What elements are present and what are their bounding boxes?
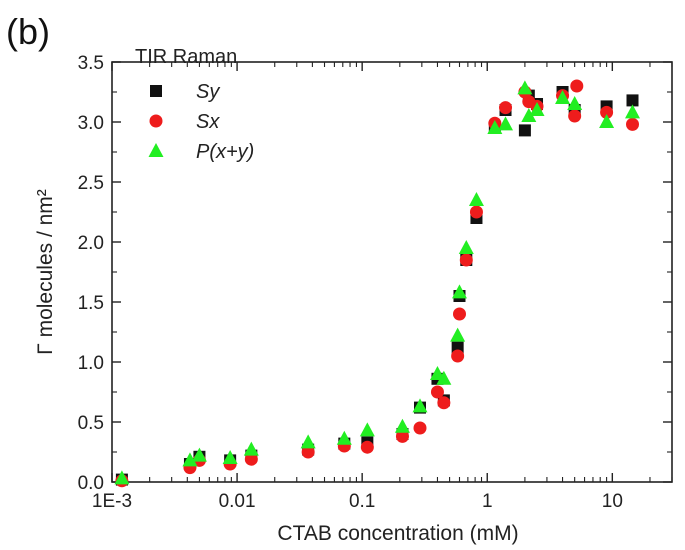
data-point-circle	[360, 440, 374, 454]
data-point-triangle	[394, 418, 410, 433]
legend-label: P(x+y)	[196, 141, 254, 163]
data-point-triangle	[555, 90, 571, 104]
data-point-circle	[437, 396, 451, 410]
data-point-triangle	[336, 430, 352, 445]
y-tick-label: 0.5	[78, 413, 104, 434]
data-point-triangle	[451, 284, 467, 299]
y-tick-label: 2.5	[78, 173, 104, 194]
data-point-circle	[244, 452, 258, 466]
data-point-triangle	[412, 398, 428, 413]
data-point-triangle	[114, 470, 130, 485]
data-point-triangle	[182, 452, 198, 467]
panel-label: (b)	[6, 11, 50, 52]
data-point-circle	[499, 101, 513, 115]
y-tick-label: 1.5	[78, 293, 104, 314]
series-square	[115, 86, 639, 486]
y-tick-label: 0.0	[78, 473, 104, 494]
data-point-square	[518, 124, 531, 137]
data-point-triangle	[450, 327, 466, 342]
legend-marker-square	[150, 85, 162, 97]
data-point-circle	[452, 307, 466, 321]
data-point-triangle	[300, 434, 316, 449]
legend: TIR Raman Sy Sx P(x+y)	[135, 46, 254, 163]
legend-label: Sy	[196, 81, 220, 103]
data-point-triangle	[222, 450, 238, 464]
series-circle	[115, 79, 640, 488]
data-point-triangle	[625, 104, 641, 119]
data-point-circle	[395, 429, 409, 443]
data-point-square	[626, 94, 639, 107]
legend-marker-circle	[149, 114, 163, 128]
y-tick-label: 3.5	[78, 53, 104, 74]
data-point-circle	[469, 205, 483, 219]
data-point-triangle	[517, 80, 533, 95]
data-point-circle	[301, 445, 315, 459]
data-point-circle	[430, 385, 444, 399]
data-point-triangle	[458, 240, 474, 254]
data-point-circle	[570, 79, 584, 93]
y-tick-label: 1.0	[78, 353, 104, 374]
data-point-circle	[600, 105, 614, 119]
x-tick-label: 0.01	[219, 491, 256, 512]
x-axis: 1E-3 0.01 0.1 1 10	[92, 62, 673, 512]
data-point-triangle	[468, 192, 484, 206]
legend-marker-triangle	[148, 143, 164, 157]
y-axis-title: Γ molecules / nm²	[34, 189, 57, 355]
data-point-circle	[626, 117, 640, 131]
data-point-triangle	[436, 370, 452, 385]
data-point-triangle	[521, 108, 537, 122]
x-tick-label: 1	[482, 491, 493, 512]
data-point-circle	[568, 109, 582, 123]
data-point-triangle	[243, 441, 259, 456]
data-point-triangle	[498, 116, 514, 131]
data-point-triangle	[359, 422, 375, 437]
data-points	[114, 79, 641, 488]
y-axis: 0.0 0.5 1.0 1.5 2.0 2.5 3.0 3.5	[78, 53, 672, 494]
data-point-triangle	[529, 102, 545, 116]
data-point-triangle	[191, 447, 207, 462]
data-point-triangle	[487, 120, 503, 134]
series-triangle	[114, 80, 641, 485]
data-point-triangle	[599, 114, 615, 128]
x-tick-label: 10	[602, 491, 623, 512]
y-tick-label: 3.0	[78, 113, 104, 134]
data-point-circle	[459, 253, 473, 267]
data-point-circle	[451, 349, 465, 363]
data-point-triangle	[567, 96, 583, 110]
x-axis-title: CTAB concentration (mM)	[277, 522, 518, 545]
x-tick-label: 1E-3	[92, 491, 132, 512]
x-tick-label: 0.1	[349, 491, 375, 512]
legend-label: Sx	[196, 111, 220, 133]
data-point-circle	[413, 421, 427, 435]
y-tick-label: 2.0	[78, 233, 104, 254]
legend-title: TIR Raman	[135, 46, 237, 68]
